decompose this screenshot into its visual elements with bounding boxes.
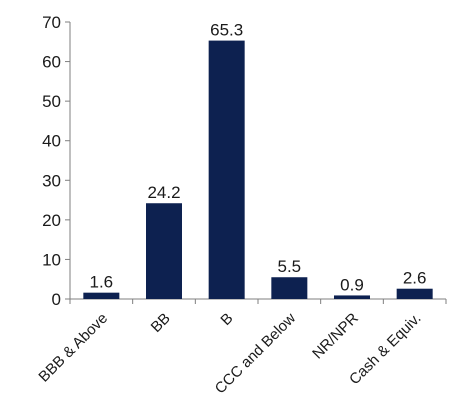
category-label: BB bbox=[148, 310, 174, 336]
data-label: 1.6 bbox=[90, 273, 114, 292]
bar bbox=[208, 40, 245, 299]
data-label: 65.3 bbox=[210, 21, 243, 40]
y-tick-label: 0 bbox=[52, 290, 61, 309]
data-label: 0.9 bbox=[340, 275, 364, 294]
y-tick-label: 10 bbox=[42, 250, 61, 269]
data-label: 24.2 bbox=[147, 183, 180, 202]
data-labels: 1.6 24.2 65.3 5.5 0.9 2.6 bbox=[90, 21, 427, 295]
y-tick-label: 60 bbox=[42, 53, 61, 72]
y-tick-label: 70 bbox=[42, 13, 61, 32]
y-tick-label: 20 bbox=[42, 211, 61, 230]
y-tick-label: 30 bbox=[42, 171, 61, 190]
bar bbox=[396, 288, 433, 299]
bar bbox=[83, 292, 120, 299]
bar bbox=[271, 277, 308, 299]
category-label: NR/NPR bbox=[309, 310, 362, 363]
bar bbox=[334, 295, 370, 299]
bar bbox=[146, 203, 182, 299]
y-tick-label: 40 bbox=[42, 132, 61, 151]
bars bbox=[83, 40, 433, 299]
data-label: 2.6 bbox=[403, 269, 427, 288]
y-tick-label: 50 bbox=[42, 92, 61, 111]
y-axis: 0 10 20 30 40 50 60 70 bbox=[42, 13, 71, 309]
data-label: 5.5 bbox=[278, 257, 302, 276]
category-label: BBB & Above bbox=[35, 310, 111, 386]
x-axis bbox=[69, 298, 447, 304]
category-label: B bbox=[217, 310, 236, 329]
